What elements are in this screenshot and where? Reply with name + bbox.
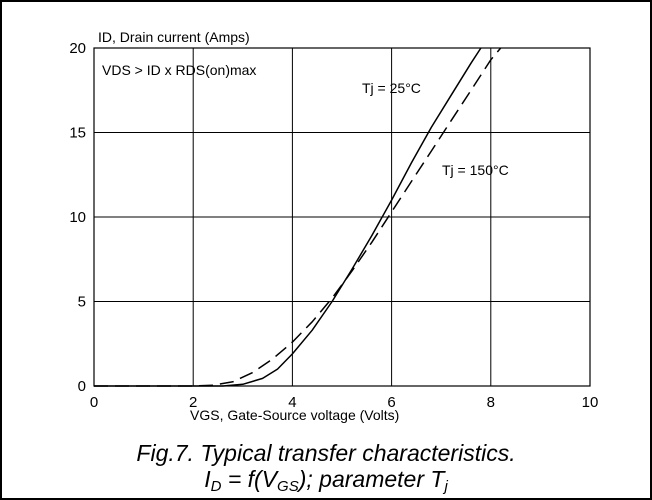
y-tick-label: 0 <box>78 378 86 395</box>
y-tick-label: 10 <box>69 209 86 226</box>
figure-caption-title: Fig.7. Typical transfer characteristics. <box>136 440 516 466</box>
x-tick-label: 10 <box>582 394 599 411</box>
x-tick-label: 2 <box>189 394 197 411</box>
series-line-tj-25c <box>94 47 482 387</box>
caption-function-text: = f(V <box>221 466 278 492</box>
plot-frame <box>93 47 591 387</box>
y-tick-label: 15 <box>69 125 86 142</box>
x-axis-label: VGS, Gate-Source voltage (Volts) <box>190 407 399 423</box>
caption-tj-subscript: j <box>444 478 448 495</box>
y-tick-label: 20 <box>69 40 86 57</box>
plot-area: 0 2 4 6 8 10 0 5 10 15 20 ID, Drain current (Amps) V… <box>69 29 598 423</box>
x-tick-label: 4 <box>288 394 296 411</box>
y-axis-label: ID, Drain current (Amps) <box>98 29 250 45</box>
caption-id-subscript: D <box>210 478 222 495</box>
x-tick-label: 0 <box>90 394 98 411</box>
caption-id-symbol: I <box>204 466 211 492</box>
series-label-tj-25c: Tj = 25°C <box>362 80 421 96</box>
condition-note: VDS > ID x RDS(on)max <box>102 62 256 78</box>
x-tick-label: 8 <box>487 394 495 411</box>
series-label-tj-150c: Tj = 150°C <box>442 162 509 178</box>
figure-caption-formula: ID = f(VGS); parameter Tj <box>0 466 652 495</box>
series-line-tj-150c <box>94 47 502 387</box>
caption-vgs-subscript: GS <box>277 478 299 495</box>
caption-parameter-text: ); parameter T <box>298 466 445 492</box>
x-tick-label: 6 <box>387 394 395 411</box>
y-tick-label: 5 <box>78 294 86 311</box>
